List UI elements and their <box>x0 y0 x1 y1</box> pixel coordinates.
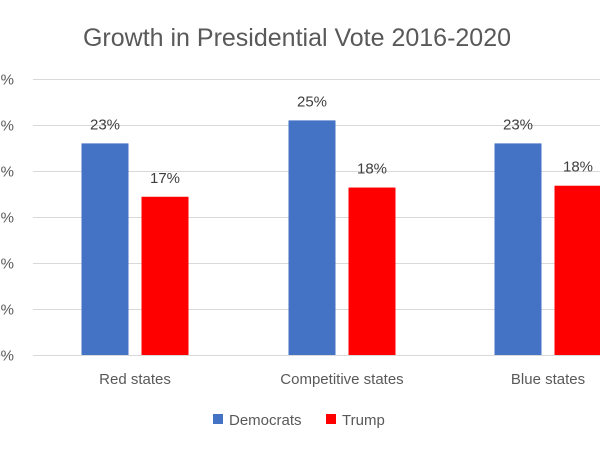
y-axis-tick-labels: 0% 5% 10% 15% 20% 25% 30% <box>0 72 14 365</box>
chart-title: Growth in Presidential Vote 2016-2020 <box>83 24 511 52</box>
y-tick-label: 20% <box>0 164 14 181</box>
legend-label-democrats: Democrats <box>229 412 302 429</box>
bars <box>81 120 600 356</box>
bar-trump-red-states <box>141 196 189 355</box>
bar-trump-blue-states <box>554 185 600 355</box>
category-label: Competitive states <box>280 371 403 388</box>
legend-swatch-trump <box>326 414 336 424</box>
legend-swatch-democrats <box>213 414 223 424</box>
y-tick-label: 15% <box>0 210 14 227</box>
bar-democrats-blue-states <box>494 143 542 355</box>
category-labels: Red states Competitive states Blue states <box>99 371 585 388</box>
bar-trump-competitive-states <box>348 187 396 355</box>
legend-label-trump: Trump <box>342 412 385 429</box>
y-tick-label: 25% <box>0 118 14 135</box>
y-tick-label: 30% <box>0 72 14 89</box>
data-label: 25% <box>297 93 327 110</box>
category-label: Blue states <box>511 371 585 388</box>
y-tick-label: 5% <box>0 302 14 319</box>
bar-democrats-red-states <box>81 143 129 355</box>
data-label: 18% <box>357 161 387 178</box>
bar-democrats-competitive-states <box>288 120 336 356</box>
data-label: 23% <box>90 116 120 133</box>
data-label: 23% <box>503 116 533 133</box>
data-labels: 23% 17% 25% 18% 23% 18% <box>90 93 593 186</box>
category-label: Red states <box>99 371 171 388</box>
data-label: 17% <box>150 170 180 187</box>
y-tick-label: 10% <box>0 256 14 273</box>
legend: Democrats Trump <box>213 412 385 429</box>
data-label: 18% <box>563 159 593 176</box>
y-tick-label: 0% <box>0 348 14 365</box>
